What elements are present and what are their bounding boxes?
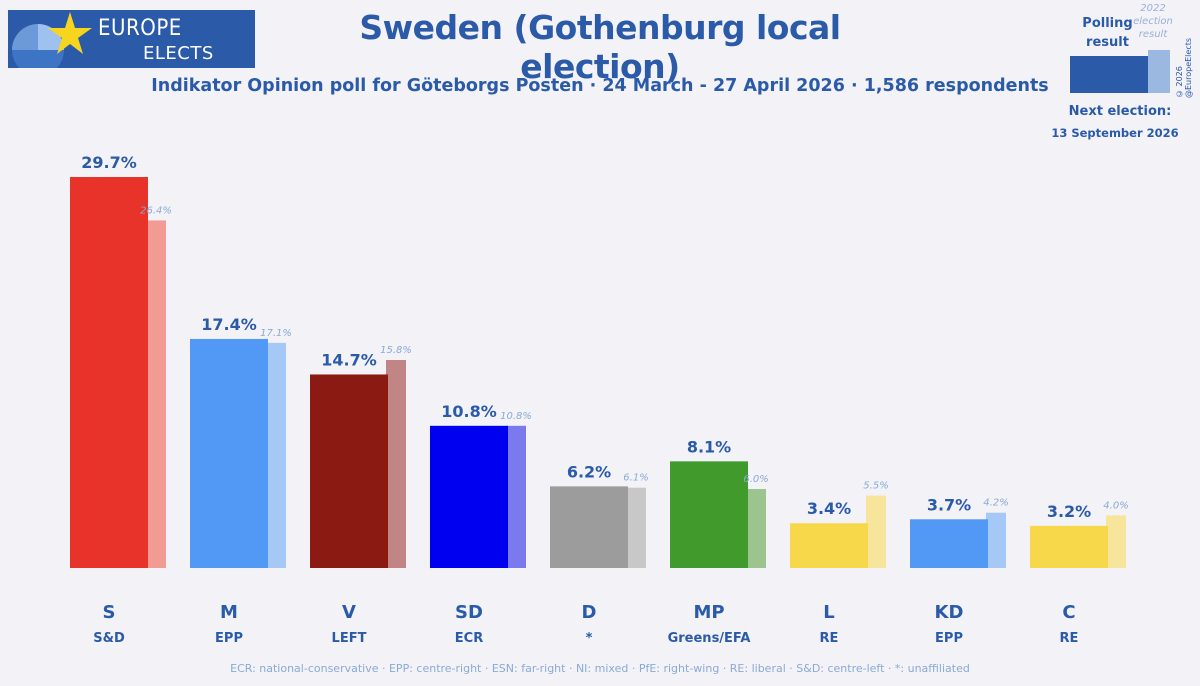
logo-text-elects: ELECTS bbox=[143, 43, 214, 64]
party-label-m: M bbox=[220, 602, 238, 623]
europe-elects-logo: EUROPE ELECTS bbox=[8, 10, 255, 68]
value-label-previous-d: 6.1% bbox=[623, 473, 648, 484]
group-label-s: S&D bbox=[93, 631, 125, 646]
group-label-c: RE bbox=[1060, 631, 1079, 646]
bar-previous-l bbox=[866, 495, 886, 568]
bar-previous-m bbox=[266, 342, 286, 568]
bar-polling-c bbox=[1030, 525, 1108, 568]
value-label-polling-c: 3.2% bbox=[1047, 502, 1091, 521]
bar-previous-kd bbox=[986, 512, 1006, 568]
party-label-sd: SD bbox=[455, 602, 483, 623]
value-label-previous-s: 26.4% bbox=[140, 205, 172, 216]
legend-polling-label: Polling result bbox=[1082, 16, 1133, 50]
group-label-d: * bbox=[586, 631, 593, 646]
bar-polling-kd bbox=[910, 519, 988, 568]
logo-text-europe: EUROPE bbox=[98, 16, 182, 41]
bar-previous-s bbox=[146, 220, 166, 568]
group-footnote: ECR: national-conservative · EPP: centre… bbox=[230, 662, 970, 675]
next-election-date: 13 September 2026 bbox=[1051, 126, 1179, 140]
group-label-l: RE bbox=[820, 631, 839, 646]
value-label-polling-l: 3.4% bbox=[807, 499, 851, 518]
value-label-previous-m: 17.1% bbox=[260, 328, 292, 339]
value-label-previous-mp: 6.0% bbox=[743, 474, 768, 485]
value-label-previous-kd: 4.2% bbox=[983, 498, 1008, 509]
bar-polling-d bbox=[550, 486, 628, 568]
value-label-polling-sd: 10.8% bbox=[441, 402, 497, 421]
group-label-sd: ECR bbox=[455, 631, 483, 646]
group-label-kd: EPP bbox=[935, 631, 963, 646]
bar-polling-s bbox=[70, 177, 148, 568]
party-label-kd: KD bbox=[935, 602, 964, 623]
bar-polling-sd bbox=[430, 425, 508, 568]
bar-previous-sd bbox=[506, 425, 526, 568]
bar-previous-c bbox=[1106, 515, 1126, 568]
legend-previous-swatch bbox=[1148, 50, 1170, 93]
party-label-v: V bbox=[342, 602, 356, 623]
bar-polling-mp bbox=[670, 461, 748, 568]
group-label-mp: Greens/EFA bbox=[668, 631, 751, 646]
legend-previous-label: 2022 election result bbox=[1133, 3, 1173, 40]
chart-title: Sweden (Gothenburg local election) bbox=[359, 8, 841, 86]
value-label-polling-s: 29.7% bbox=[81, 153, 137, 172]
value-label-polling-v: 14.7% bbox=[321, 350, 377, 369]
chart-subtitle: Indikator Opinion poll for Göteborgs Pos… bbox=[151, 76, 1049, 96]
value-label-polling-m: 17.4% bbox=[201, 315, 257, 334]
party-label-s: S bbox=[103, 602, 116, 623]
legend-polling-swatch bbox=[1070, 56, 1148, 93]
value-label-polling-kd: 3.7% bbox=[927, 495, 971, 514]
party-label-c: C bbox=[1062, 602, 1075, 623]
bar-previous-mp bbox=[746, 489, 766, 568]
value-label-previous-l: 5.5% bbox=[863, 481, 888, 492]
logo-star-globe-icon bbox=[12, 12, 92, 68]
group-label-v: LEFT bbox=[332, 631, 367, 646]
party-label-mp: MP bbox=[693, 602, 724, 623]
bar-polling-l bbox=[790, 523, 868, 568]
party-label-d: D bbox=[582, 602, 597, 623]
bar-previous-v bbox=[386, 359, 406, 568]
bar-previous-d bbox=[626, 487, 646, 568]
value-label-polling-mp: 8.1% bbox=[687, 437, 731, 456]
party-label-l: L bbox=[823, 602, 834, 623]
value-label-polling-d: 6.2% bbox=[567, 462, 611, 481]
bar-polling-m bbox=[190, 338, 268, 568]
value-label-previous-sd: 10.8% bbox=[500, 411, 532, 422]
value-label-previous-c: 4.0% bbox=[1103, 500, 1128, 511]
value-label-previous-v: 15.8% bbox=[380, 345, 412, 356]
next-election-label: Next election: bbox=[1068, 104, 1172, 119]
bar-polling-v bbox=[310, 374, 388, 568]
group-label-m: EPP bbox=[215, 631, 243, 646]
